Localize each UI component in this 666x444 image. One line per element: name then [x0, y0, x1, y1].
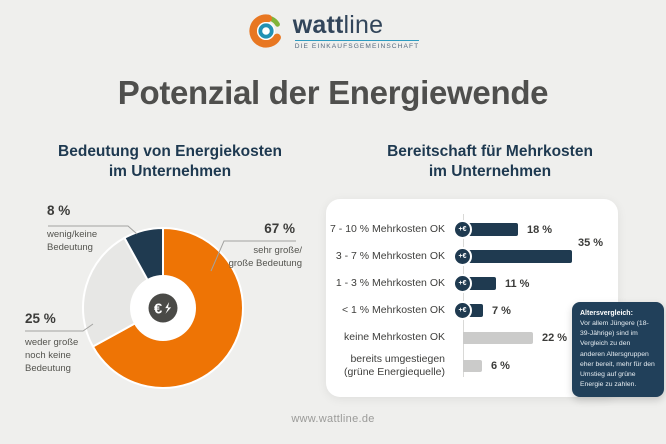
wattline-logo-icon — [249, 14, 281, 48]
bar-category-label: 1 - 3 % Mehrkosten OK — [335, 276, 445, 289]
bar-value-label: 7 % — [492, 304, 511, 317]
logo-text: wattline DIE EINKAUFSGEMEINSCHAFT — [292, 10, 420, 50]
pie-value-small: 8 % — [47, 203, 71, 218]
logo-tagline: DIE EINKAUFSGEMEINSCHAFT — [294, 42, 420, 50]
website-url: www.wattline.de — [291, 413, 375, 425]
pie-label-small: wenig/keine Bedeutung — [47, 228, 97, 254]
bar-value-label: 18 % — [527, 223, 553, 236]
svg-text:€: € — [154, 301, 163, 318]
pie-label-mid-line3: Bedeutung — [25, 363, 71, 375]
logo-divider — [294, 39, 420, 41]
euro-lightning-icon: € — [148, 293, 178, 323]
bar-axis-line — [463, 214, 464, 377]
bar — [463, 360, 482, 372]
bar-row-5: keine Mehrkosten OK 22 % — [326, 324, 618, 351]
pie-heading-line1: Bedeutung von Energiekosten — [58, 143, 282, 160]
pie-label-big-line2: große Bedeutung — [228, 258, 302, 270]
bar-value-label: 6 % — [491, 360, 510, 372]
bar-row-3: 1 - 3 % Mehrkosten OK +€ 11 % — [326, 270, 618, 297]
bar-row-4: < 1 % Mehrkosten OK +€ 7 % — [326, 297, 618, 324]
pie-label-big: sehr große/ große Bedeutung — [229, 244, 302, 270]
wordmark-light: line — [343, 10, 384, 39]
note-body: Vor allem Jüngere (18-39-Jährige) sind i… — [580, 320, 655, 389]
bar-category-label: 7 - 10 % Mehrkosten OK — [330, 222, 445, 235]
bar-row-6: bereits umgestiegen (grüne Energiequelle… — [326, 351, 618, 381]
bar-category-label: bereits umgestiegen (grüne Energiequelle… — [344, 352, 445, 378]
bar-heading-line2: im Unternehmen — [428, 162, 552, 180]
plus-euro-icon: +€ — [453, 247, 472, 266]
bar-heading-line1: Bereitschaft für Mehrkosten — [387, 143, 593, 160]
pie-label-mid-line2: noch keine — [25, 350, 71, 362]
bar-value-label: 11 % — [505, 277, 530, 290]
bar-category-label: 3 - 7 % Mehrkosten OK — [335, 249, 445, 262]
pie-label-mid: weder große noch keine Bedeutung — [25, 336, 78, 375]
pie-section-heading: Bedeutung von Energiekosten im Unternehm… — [10, 142, 330, 182]
bar-row-2: 3 - 7 % Mehrkosten OK +€ 35 % — [326, 237, 618, 270]
pie-value-mid: 25 % — [25, 311, 56, 326]
bar — [463, 331, 533, 344]
bar — [461, 250, 572, 263]
bar-category-label: keine Mehrkosten OK — [344, 330, 445, 343]
note-title: Altersvergleich: — [580, 310, 633, 317]
bar-category-label: < 1 % Mehrkosten OK — [341, 303, 445, 316]
pie-label-small-line2: Bedeutung — [47, 242, 93, 254]
wordmark-bold: watt — [292, 10, 344, 39]
bar-value-label: 35 % — [578, 236, 604, 249]
wordmark: wattline — [292, 10, 420, 39]
plus-euro-icon: +€ — [453, 301, 472, 320]
age-comparison-note: Altersvergleich: Vor allem Jüngere (18-3… — [572, 302, 664, 398]
plus-euro-icon: +€ — [453, 220, 472, 239]
donut-chart: € — [78, 223, 248, 393]
bar — [461, 223, 518, 236]
pie-label-big-line1: sehr große/ — [253, 245, 302, 256]
pie-label-mid-line1: weder große — [25, 337, 79, 348]
pie-label-small-line1: wenig/keine — [47, 229, 98, 240]
page-title: Potenzial der Energiewende — [117, 74, 549, 111]
bar-value-label: 22 % — [542, 331, 568, 344]
bar-row-1: 7 - 10 % Mehrkosten OK +€ 18 % — [326, 216, 618, 243]
plus-euro-icon: +€ — [453, 274, 472, 293]
pie-heading-line2: im Unternehmen — [108, 162, 232, 180]
logo: wattline DIE EINKAUFSGEMEINSCHAFT — [0, 12, 666, 50]
pie-value-big: 67 % — [264, 221, 295, 236]
bar-chart-card: 7 - 10 % Mehrkosten OK +€ 18 % 3 - 7 % M… — [326, 199, 618, 397]
bar-section-heading: Bereitschaft für Mehrkosten im Unternehm… — [330, 142, 650, 182]
